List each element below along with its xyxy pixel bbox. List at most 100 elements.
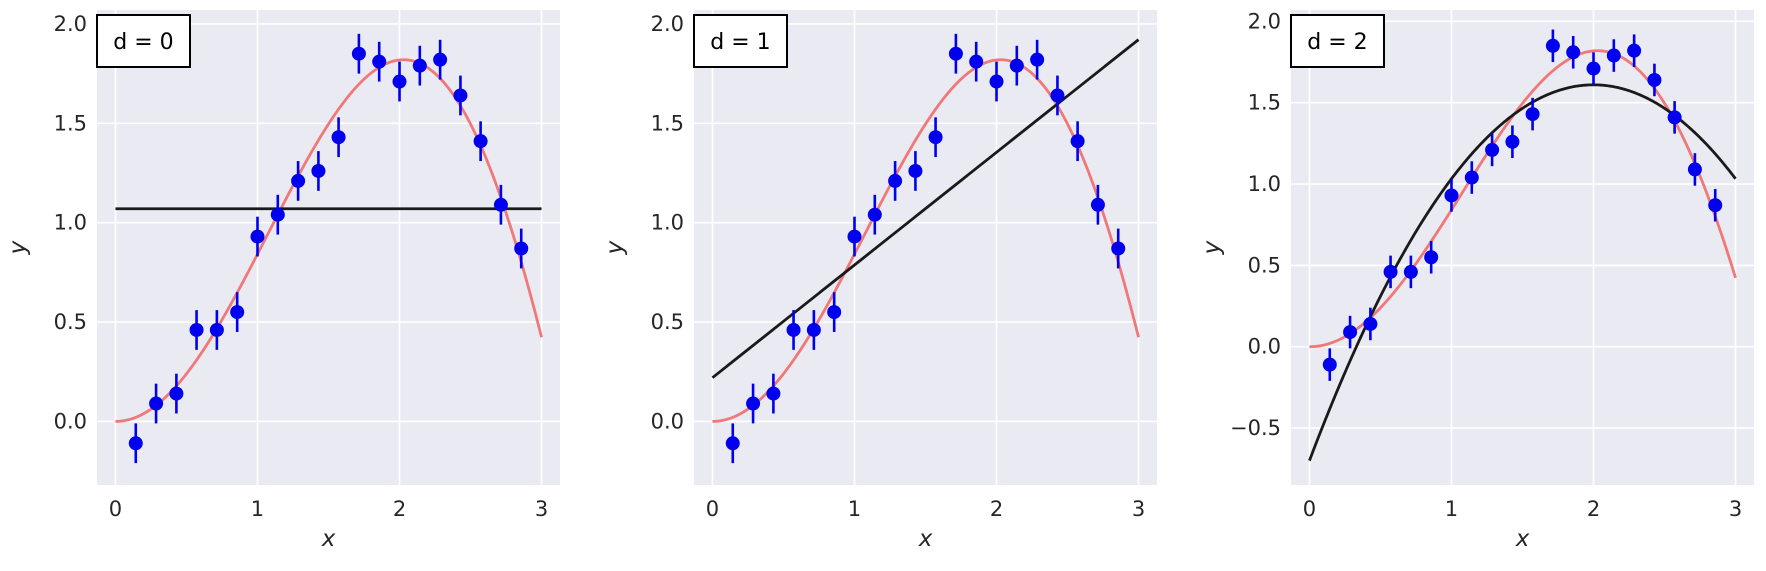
panel-2: 0 1 2 3 −0.5 0.0 0.5 1.0 1.5 2.0 x y d = 2 xyxy=(1199,9,1754,552)
true-curve xyxy=(712,58,1140,423)
data-point xyxy=(433,52,448,67)
data-point xyxy=(1505,134,1520,149)
data-point xyxy=(725,436,740,451)
data-point xyxy=(1485,142,1500,157)
y-tick-label: 0.0 xyxy=(54,409,87,433)
data-point xyxy=(493,197,508,212)
y-tick-label: 1.5 xyxy=(651,111,684,135)
x-tick-label: 3 xyxy=(1132,497,1145,521)
y-tick-label: 2.0 xyxy=(1248,9,1281,33)
data-point xyxy=(1090,197,1105,212)
data-point xyxy=(908,163,923,178)
x-tick-label: 2 xyxy=(1587,497,1600,521)
data-point xyxy=(1383,264,1398,279)
data-point xyxy=(189,322,204,337)
plot-area xyxy=(711,33,1140,464)
y-tick-label: 2.0 xyxy=(54,12,87,36)
data-point xyxy=(412,58,427,73)
x-tick-label: 3 xyxy=(1729,497,1742,521)
plot-background xyxy=(97,10,560,485)
data-point xyxy=(786,322,801,337)
y-tick-label: 0.5 xyxy=(651,310,684,334)
data-point xyxy=(1030,52,1045,67)
data-point xyxy=(392,74,407,89)
plot-area xyxy=(1308,29,1737,462)
x-axis-label: x xyxy=(321,526,336,552)
data-point xyxy=(1444,188,1459,203)
fit-line xyxy=(1308,83,1737,462)
data-point xyxy=(291,173,306,188)
data-point xyxy=(311,163,326,178)
degree-legend: d = 0 xyxy=(96,14,191,68)
data-point xyxy=(1606,48,1621,63)
y-tick-label: 1.0 xyxy=(1248,172,1281,196)
x-tick-label: 0 xyxy=(109,497,122,521)
x-axis-label: x xyxy=(918,526,933,552)
degree-legend-label: d = 2 xyxy=(1307,30,1367,55)
plot-area xyxy=(115,33,543,464)
y-tick-label: 1.5 xyxy=(1248,91,1281,115)
data-point xyxy=(928,130,943,145)
data-point xyxy=(1627,43,1642,58)
fit-line xyxy=(711,38,1140,379)
data-point xyxy=(1525,107,1540,122)
data-point xyxy=(1322,357,1337,372)
degree-legend: d = 1 xyxy=(693,14,788,68)
data-point xyxy=(1403,264,1418,279)
data-point xyxy=(270,207,285,222)
data-point xyxy=(169,386,184,401)
data-point xyxy=(1070,134,1085,149)
y-axis-label: y xyxy=(5,240,31,255)
x-axis-label: x xyxy=(1515,526,1530,552)
y-axis-label: y xyxy=(602,240,628,255)
data-point xyxy=(746,396,761,411)
x-tick-label: 1 xyxy=(251,497,264,521)
plot-background xyxy=(694,10,1157,485)
data-point xyxy=(331,130,346,145)
x-tick-label: 2 xyxy=(990,497,1003,521)
data-point xyxy=(372,54,387,69)
x-tick-label: 1 xyxy=(848,497,861,521)
data-point xyxy=(1363,316,1378,331)
degree-legend-label: d = 0 xyxy=(113,30,173,55)
panel-0: 0 1 2 3 0.0 0.5 1.0 1.5 2.0 x y d = 0 xyxy=(5,10,560,552)
panel-1: 0 1 2 3 0.0 0.5 1.0 1.5 2.0 x y d = 1 xyxy=(602,10,1157,552)
data-point xyxy=(128,436,143,451)
data-point xyxy=(149,396,164,411)
data-point xyxy=(514,241,529,256)
y-tick-label: −0.5 xyxy=(1230,416,1281,440)
y-tick-label: 1.0 xyxy=(54,211,87,235)
data-point xyxy=(867,207,882,222)
data-point xyxy=(1343,325,1358,340)
y-tick-label: 2.0 xyxy=(651,12,684,36)
data-point xyxy=(847,229,862,244)
x-tick-label: 0 xyxy=(1303,497,1316,521)
y-axis-label: y xyxy=(1199,240,1225,255)
data-point xyxy=(1708,198,1723,213)
data-point xyxy=(969,54,984,69)
data-point xyxy=(1545,38,1560,53)
degree-legend-label: d = 1 xyxy=(710,30,770,55)
y-tick-label: 1.5 xyxy=(54,111,87,135)
data-point xyxy=(351,46,366,61)
true-curve xyxy=(1309,49,1737,349)
data-point xyxy=(1464,170,1479,185)
y-tick-label: 0.0 xyxy=(651,409,684,433)
data-point xyxy=(250,229,265,244)
y-tick-label: 0.5 xyxy=(54,310,87,334)
data-point xyxy=(1667,110,1682,125)
data-point xyxy=(209,322,224,337)
y-tick-label: 0.5 xyxy=(1248,253,1281,277)
x-tick-label: 3 xyxy=(535,497,548,521)
data-point xyxy=(1050,88,1065,103)
data-point xyxy=(1424,250,1439,265)
degree-legend-box xyxy=(96,14,191,68)
data-point xyxy=(473,134,488,149)
data-point xyxy=(806,322,821,337)
x-tick-label: 1 xyxy=(1445,497,1458,521)
degree-legend: d = 2 xyxy=(1290,14,1385,68)
data-point xyxy=(1566,45,1581,60)
data-point xyxy=(1687,162,1702,177)
